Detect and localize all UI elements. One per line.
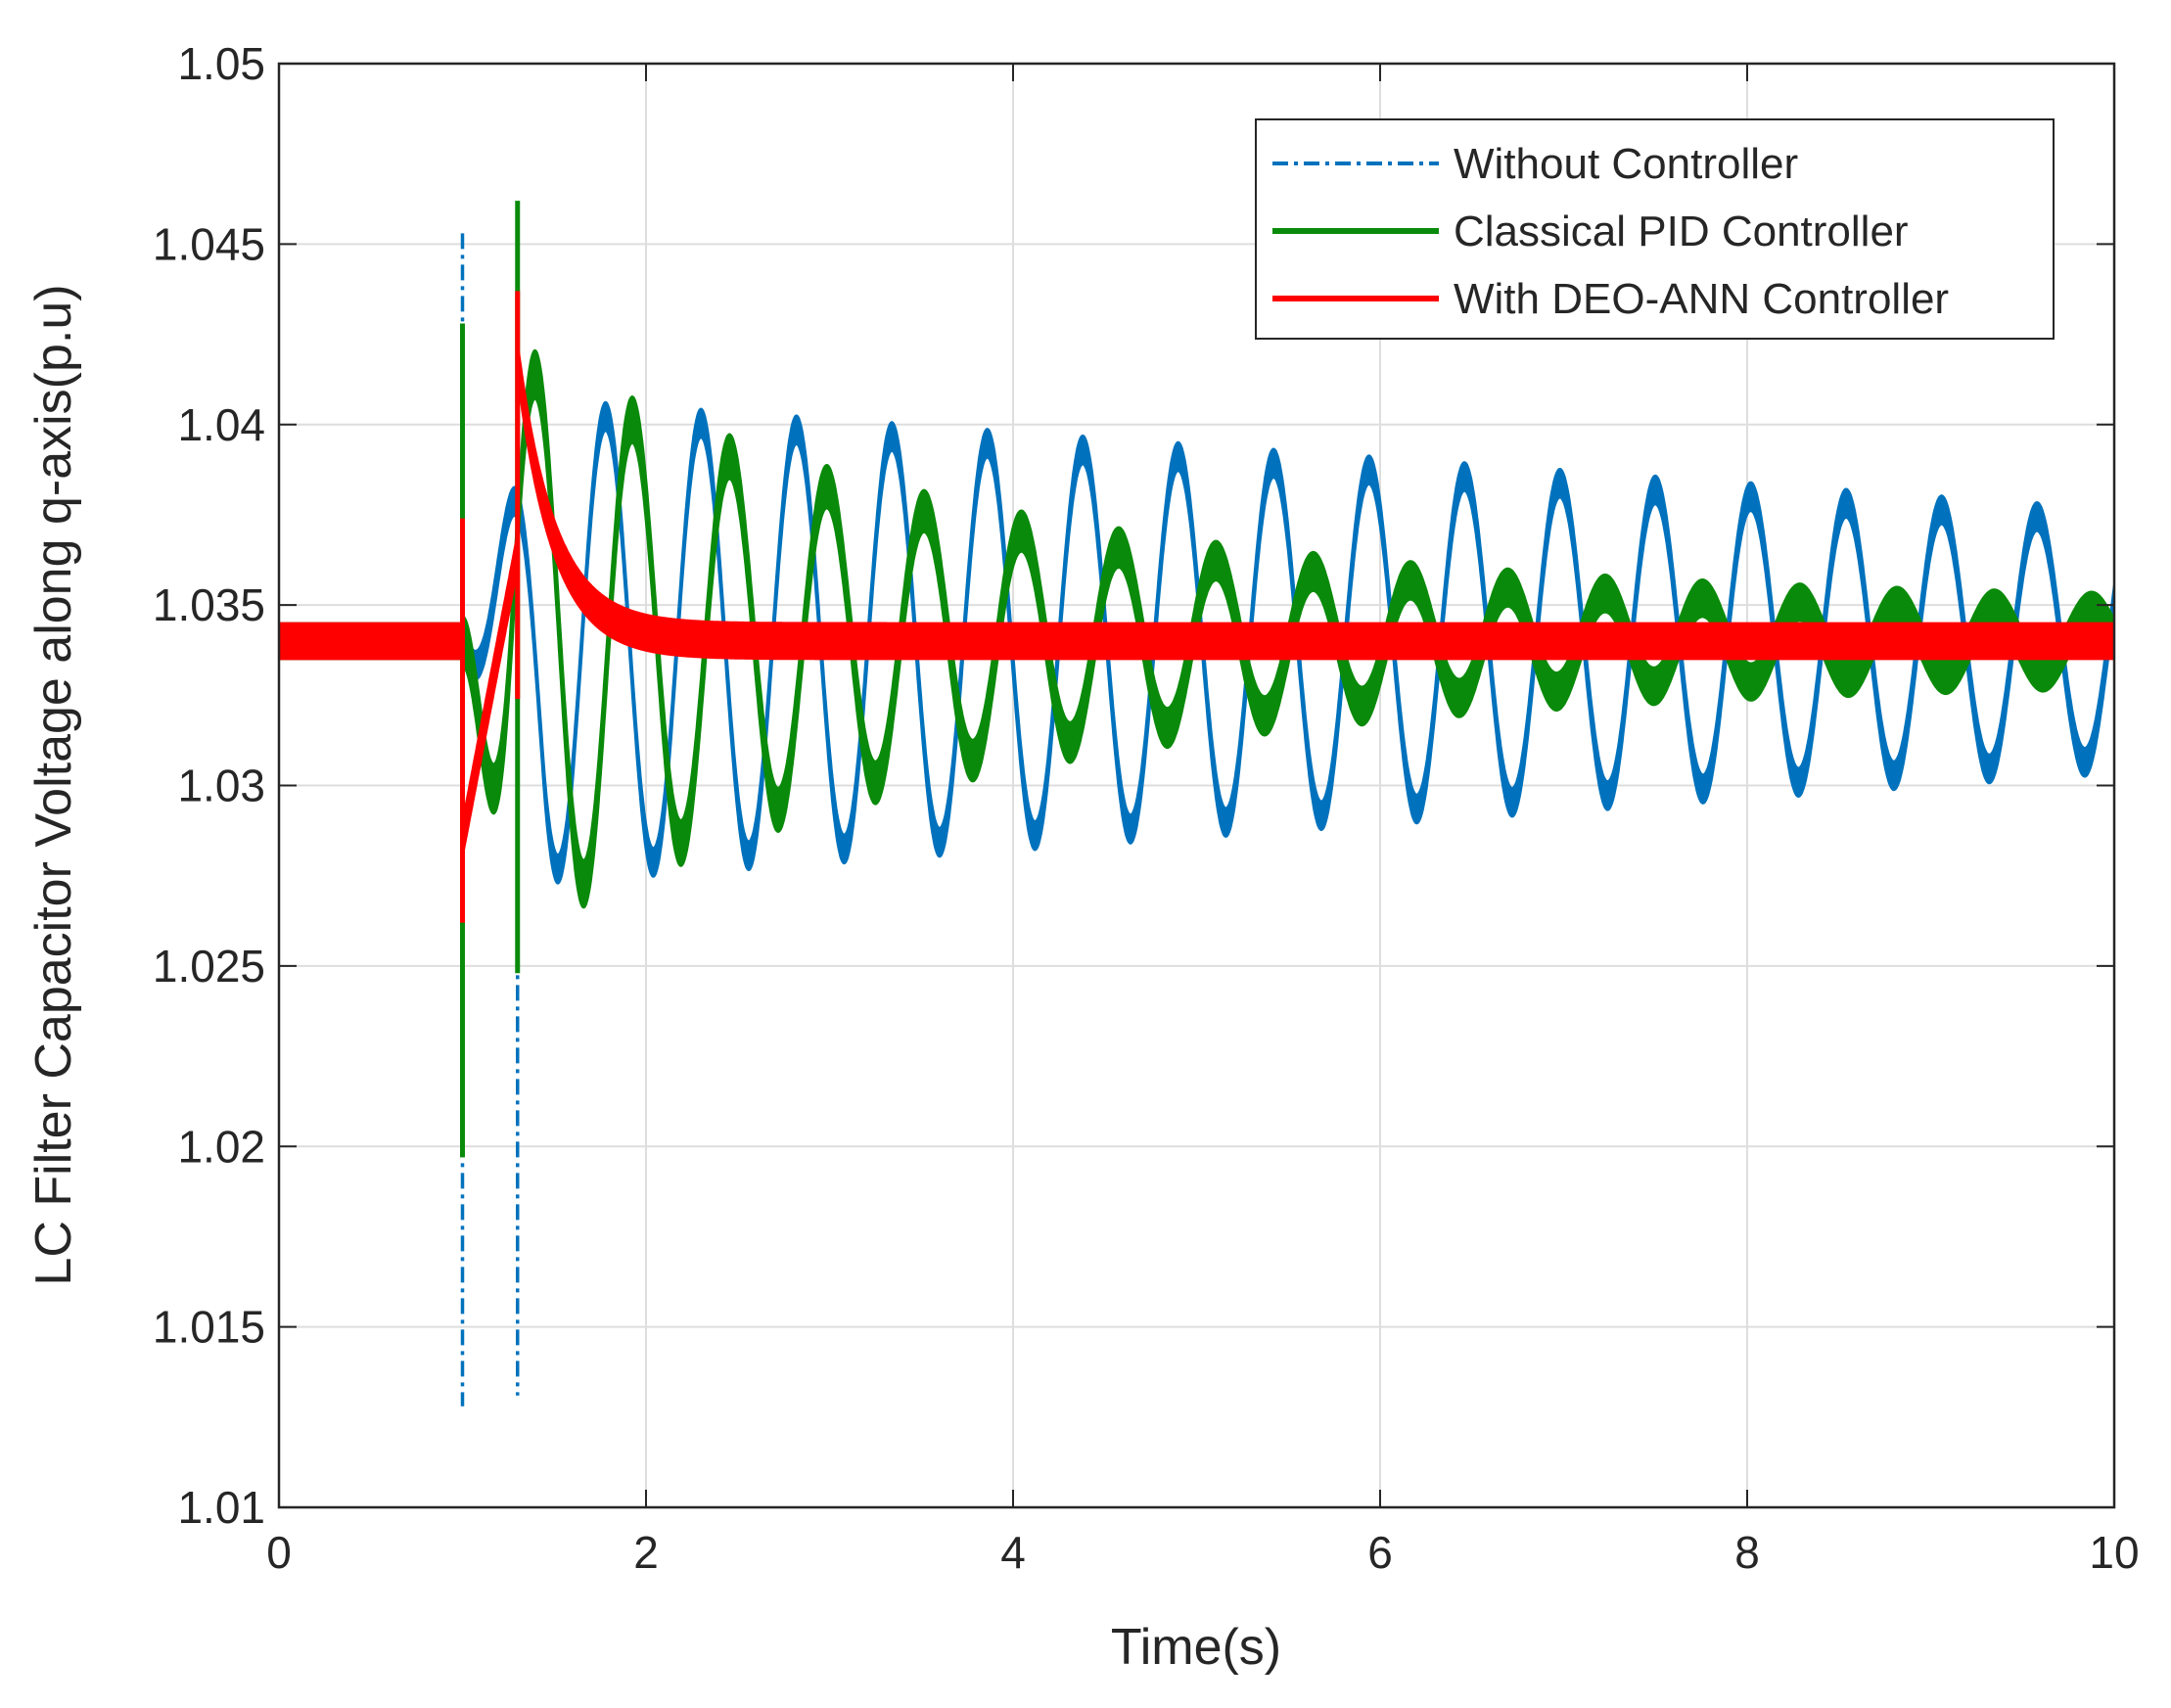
- x-tick-label: 0: [266, 1527, 292, 1578]
- x-axis-title: Time(s): [1111, 1619, 1281, 1676]
- y-tick-label: 1.025: [153, 941, 265, 992]
- legend-box: [1255, 118, 2055, 340]
- legend-label-without-controller: Without Controller: [1454, 140, 1798, 188]
- x-tick-label: 6: [1367, 1527, 1393, 1578]
- legend-label-classical-pid: Classical PID Controller: [1454, 208, 1909, 255]
- y-tick-label: 1.02: [177, 1121, 265, 1172]
- y-axis-title: LC Filter Capacitor Voltage along q-axis…: [25, 284, 82, 1285]
- x-tick-label: 10: [2089, 1527, 2139, 1578]
- y-tick-label: 1.03: [177, 761, 265, 811]
- legend-label-deo-ann: With DEO-ANN Controller: [1454, 275, 1949, 323]
- tick-layer: 0 2 4 6 8 10 1.01 1.015 1.02 1.025 1.03 1.035 1.04 1.…: [153, 38, 2140, 1578]
- x-tick-label: 2: [633, 1527, 659, 1578]
- y-tick-label: 1.01: [177, 1482, 265, 1533]
- y-tick-label: 1.04: [177, 399, 265, 450]
- x-tick-label: 8: [1734, 1527, 1760, 1578]
- y-tick-label: 1.035: [153, 579, 265, 630]
- legend: Without Controller Classical PID Control…: [1255, 118, 2055, 340]
- y-tick-label: 1.045: [153, 218, 265, 269]
- y-tick-label: 1.05: [177, 38, 265, 89]
- y-tick-label: 1.015: [153, 1302, 265, 1353]
- x-tick-label: 4: [1000, 1527, 1026, 1578]
